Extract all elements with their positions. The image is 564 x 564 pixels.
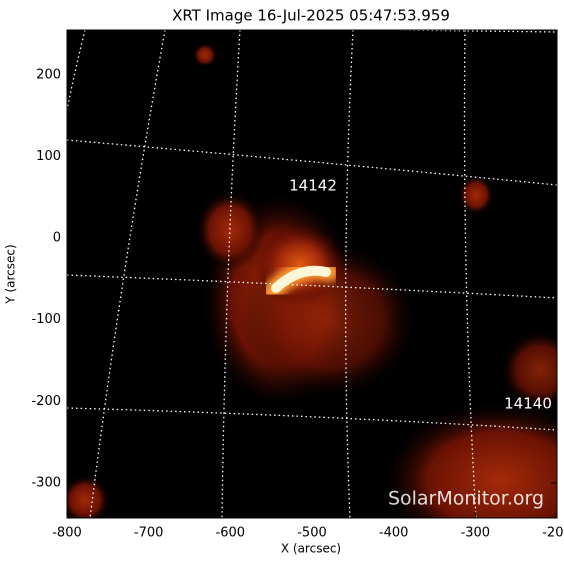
x-tick-label: -400 — [379, 526, 409, 541]
y-tick-label: -100 — [31, 312, 61, 327]
y-tick-label: 200 — [36, 67, 61, 82]
x-tick-label: -200 — [542, 526, 564, 541]
x-tick-label: -700 — [134, 526, 164, 541]
y-axis-label: Y (arcsec) — [4, 244, 18, 304]
region-label: 14142 — [289, 177, 337, 195]
y-tick-label: 0 — [53, 231, 61, 246]
x-tick-label: -300 — [461, 526, 491, 541]
y-tick-label: -300 — [31, 475, 61, 490]
x-tick-label: -800 — [52, 526, 82, 541]
x-tick-label: -600 — [216, 526, 246, 541]
x-axis-label: X (arcsec) — [281, 542, 341, 556]
watermark: SolarMonitor.org — [388, 488, 544, 510]
chart-title: XRT Image 16-Jul-2025 05:47:53.959 — [172, 7, 450, 25]
y-tick-label: 100 — [36, 149, 61, 164]
x-tick-label: -500 — [297, 526, 327, 541]
region-label: 14140 — [504, 395, 552, 413]
xray-image — [67, 30, 557, 518]
y-tick-label: -200 — [31, 394, 61, 409]
